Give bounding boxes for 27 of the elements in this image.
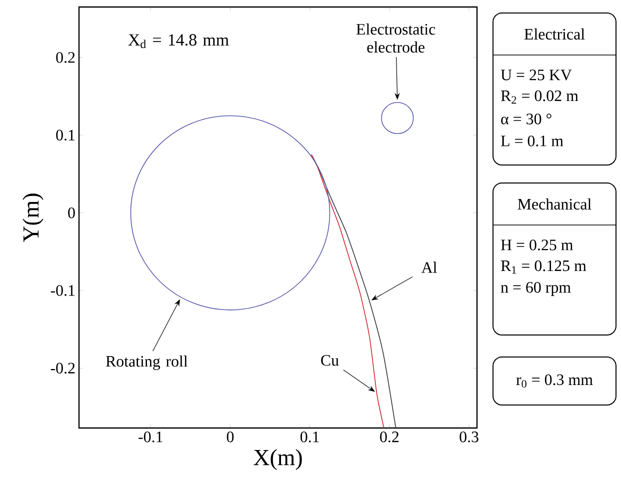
text: Mechanical (518, 198, 592, 210)
text: Al (421, 262, 437, 273)
annotation: Electrostatic electrode (356, 23, 436, 53)
text: R$_{2}$ = 0.02 m (500, 90, 578, 104)
x-axis-title: X(m) (254, 449, 302, 470)
x-tick-label: 0.1 (300, 432, 319, 442)
annotation: Rotating roll (106, 355, 188, 370)
y-tick-label: -0.2 (50, 362, 75, 374)
text: U = 25 KV (500, 70, 572, 80)
y-tick-label: -0.1 (50, 285, 75, 296)
text: R$_{1}$ = 0.125 m (500, 260, 586, 274)
x-tick-label: 0.2 (380, 432, 399, 442)
y-axis-title: Y(m) (22, 194, 44, 242)
x-tick-label: 0.3 (460, 432, 478, 442)
text: Electrical (524, 28, 585, 40)
y-tick-label: 0.2 (56, 52, 75, 63)
annotation: X$_{d}$ = 14.8 mm (128, 34, 229, 48)
x-tick-label: -0.1 (138, 432, 162, 442)
text: Cu (321, 355, 339, 366)
y-tick-label: 0 (68, 207, 75, 218)
text: r$_{0}$ = 0.3 mm (516, 374, 593, 388)
text: L = 0.1 m (500, 136, 564, 146)
x-tick-label: 0 (226, 432, 234, 442)
text: α = 30 ° (501, 114, 552, 124)
text: H = 0.25 m (500, 240, 574, 250)
y-tick-label: 0.1 (56, 130, 75, 141)
text: n = 60 rpm (500, 282, 571, 296)
